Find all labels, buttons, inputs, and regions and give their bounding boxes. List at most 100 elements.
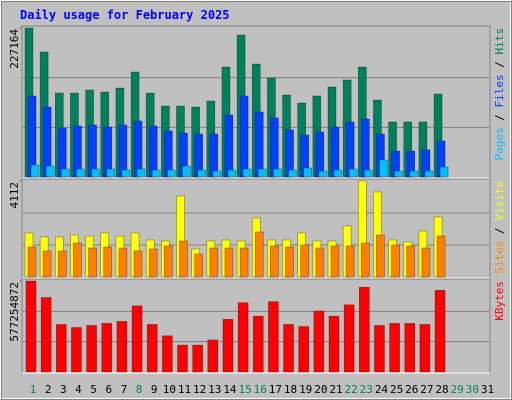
bar: [315, 131, 325, 178]
x-tick-label: 13: [208, 383, 221, 396]
bar: [212, 170, 222, 178]
bar: [30, 164, 40, 178]
x-tick-label: 2: [45, 383, 52, 396]
bar: [270, 245, 279, 278]
bar: [409, 170, 419, 178]
bar: [148, 125, 158, 178]
legend-entry: Visits: [493, 181, 506, 221]
bar: [192, 344, 203, 373]
x-tick-label: 26: [405, 383, 418, 396]
legend-entry: Pages: [493, 127, 506, 160]
bar: [222, 318, 234, 373]
bar: [177, 344, 188, 373]
legend-separator: /: [493, 221, 506, 241]
x-tick-label: 11: [178, 383, 191, 396]
bar: [436, 235, 446, 278]
bar: [133, 250, 143, 278]
bar: [25, 280, 37, 373]
bar: [268, 301, 279, 373]
bar: [162, 335, 173, 373]
bar: [179, 240, 188, 278]
x-tick-label: 28: [435, 383, 448, 396]
bar: [118, 124, 128, 178]
bar: [182, 165, 191, 178]
x-tick-label: 8: [136, 383, 143, 396]
bar: [194, 253, 203, 278]
bar: [391, 244, 400, 278]
bar: [298, 326, 310, 373]
x-tick-label: 17: [269, 383, 282, 396]
x-tick-label: 7: [121, 383, 128, 396]
bar: [167, 169, 176, 178]
bar: [237, 302, 249, 373]
x-tick-label: 25: [390, 383, 403, 396]
bar: [288, 169, 297, 178]
bar: [376, 234, 385, 278]
bar: [136, 168, 146, 178]
legend: Pages / Files / Hits: [493, 28, 506, 161]
bar: [151, 169, 161, 178]
bar: [131, 305, 143, 373]
legend-entry: Files: [493, 74, 506, 107]
x-tick-label: 3: [60, 383, 67, 396]
y-tick-label: 4112: [8, 182, 21, 209]
bar: [273, 168, 282, 178]
x-tick-label: 30: [466, 383, 479, 396]
bar: [197, 169, 206, 178]
bar: [330, 126, 340, 178]
bar: [419, 324, 431, 373]
bar: [91, 168, 100, 178]
x-tick-label: 12: [193, 383, 206, 396]
x-tick-label: 29: [451, 383, 464, 396]
bar: [394, 170, 403, 178]
bar: [315, 247, 325, 278]
bar: [254, 111, 264, 178]
bar: [118, 247, 128, 278]
x-tick-label: 22: [345, 383, 358, 396]
bar: [333, 169, 343, 178]
legend-entry: Sites: [493, 241, 506, 274]
y-tick-label: 227164: [8, 29, 21, 69]
x-tick-label: 31: [481, 383, 494, 396]
bar: [76, 168, 85, 178]
bar: [239, 95, 249, 178]
bar: [57, 250, 67, 278]
chart-title: Daily usage for February 2025: [20, 8, 230, 22]
bar: [303, 167, 313, 178]
bar: [116, 321, 128, 373]
x-tick-label: 4: [75, 383, 82, 396]
bar: [360, 118, 370, 178]
bar: [146, 324, 158, 373]
x-tick-label: 24: [375, 383, 389, 396]
bar: [358, 286, 370, 373]
bar: [252, 315, 264, 373]
bar: [318, 170, 328, 178]
bar: [330, 245, 340, 278]
bar: [328, 315, 340, 373]
legend: KBytes: [493, 281, 506, 321]
bar: [313, 310, 325, 373]
bar: [343, 304, 355, 373]
y-tick-label: 577254872: [8, 282, 21, 342]
bar: [224, 247, 234, 278]
bar: [254, 231, 264, 278]
x-tick-label: 18: [284, 383, 297, 396]
bar: [257, 168, 267, 178]
bar: [283, 324, 294, 373]
legend-separator: /: [493, 55, 506, 75]
bar: [148, 248, 158, 278]
bar: [73, 242, 82, 278]
bar: [86, 325, 97, 373]
bar: [300, 244, 310, 278]
bar: [207, 339, 219, 373]
x-tick-label: 23: [360, 383, 373, 396]
bar: [88, 247, 97, 278]
bar: [27, 246, 37, 278]
x-tick-label: 16: [254, 383, 267, 396]
legend-entry: KBytes: [493, 281, 506, 321]
bar: [40, 297, 52, 373]
legend: Sites / Visits: [493, 181, 506, 274]
bar: [360, 242, 370, 278]
